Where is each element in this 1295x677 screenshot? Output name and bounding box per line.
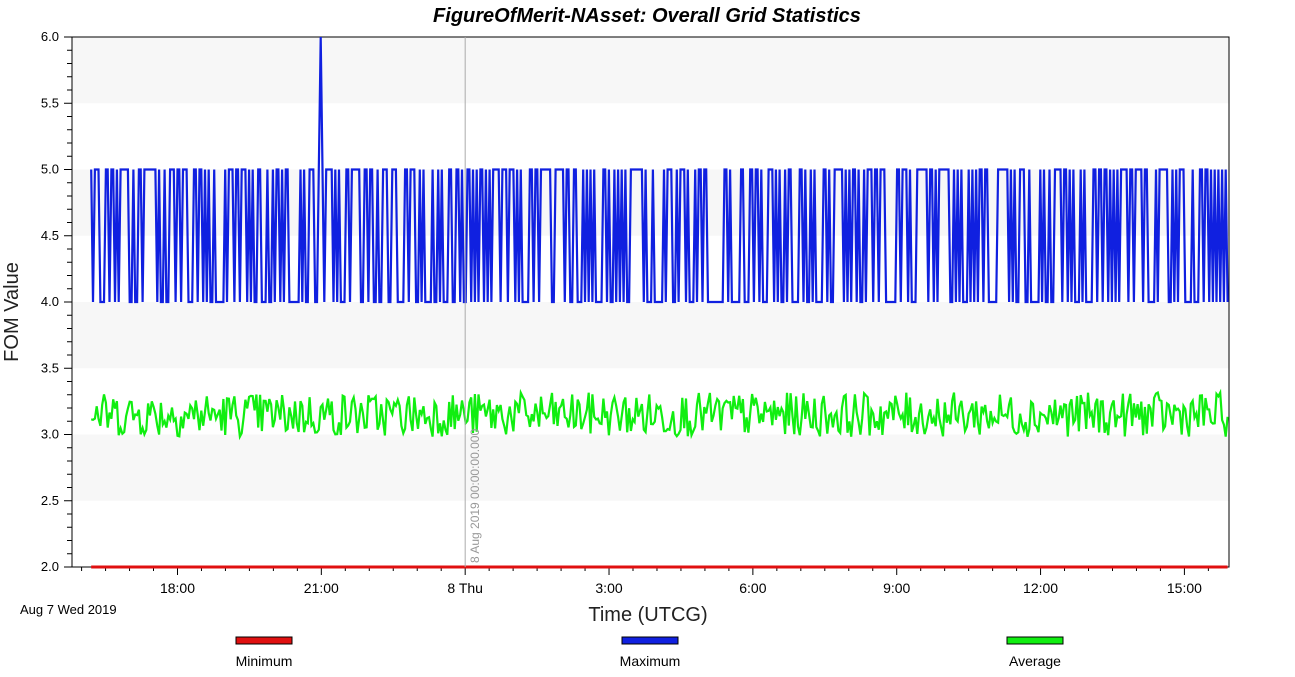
legend-label-average: Average <box>1009 653 1061 669</box>
legend-label-maximum: Maximum <box>620 653 681 669</box>
legend-label-minimum: Minimum <box>236 653 293 669</box>
series-line-maximum <box>90 36 1229 304</box>
x-tick-label: 6:00 <box>739 580 766 596</box>
y-tick-label: 3.0 <box>41 427 59 442</box>
y-tick-label: 5.5 <box>41 95 59 110</box>
x-tick-label: 3:00 <box>595 580 622 596</box>
y-tick-label: 4.0 <box>41 294 59 309</box>
grid-band <box>72 434 1229 501</box>
legend-swatch-maximum <box>621 636 679 645</box>
x-tick-label: 15:00 <box>1167 580 1202 596</box>
y-tick-label: 3.5 <box>41 360 59 375</box>
x-tick-label: 9:00 <box>883 580 910 596</box>
series-line-average <box>90 388 1229 441</box>
y-tick-label: 4.5 <box>41 228 59 243</box>
x-axis: 18:00 21:00 8 Thu 3:00 6:00 9:00 12:00 15:00 <box>81 567 1209 596</box>
x-tick-label: 21:00 <box>304 580 339 596</box>
chart-title: FigureOfMerit-NAsset: Overall Grid Stati… <box>433 5 861 27</box>
legend-swatch-average <box>1006 636 1064 645</box>
y-axis-label: FOM Value <box>1 262 23 362</box>
grid-band <box>72 169 1229 236</box>
grid-band <box>72 37 1229 104</box>
y-tick-label: 2.0 <box>41 559 59 574</box>
series-layer <box>90 36 1229 569</box>
marker-line: 8 Aug 2019 00:00:00.000 <box>464 37 482 567</box>
y-tick-label: 2.5 <box>41 493 59 508</box>
grid-bands <box>72 37 1229 501</box>
x-axis-label: Time (UTCG) <box>588 604 707 626</box>
legend-swatch-minimum <box>235 636 293 645</box>
x-tick-label: 12:00 <box>1023 580 1058 596</box>
x-tick-label: 18:00 <box>160 580 195 596</box>
y-tick-label: 5.0 <box>41 162 59 177</box>
y-axis: 2.0 2.5 3.0 3.5 4.0 4.5 5.0 5.5 6.0 <box>41 29 72 574</box>
grid-band <box>72 302 1229 369</box>
x-tick-label: 8 Thu <box>447 580 483 596</box>
y-tick-label: 6.0 <box>41 29 59 44</box>
legend: Minimum Maximum Average <box>235 636 1064 669</box>
marker-line-label: 8 Aug 2019 00:00:00.000 <box>468 429 482 563</box>
start-date-label: Aug 7 Wed 2019 <box>20 602 117 617</box>
